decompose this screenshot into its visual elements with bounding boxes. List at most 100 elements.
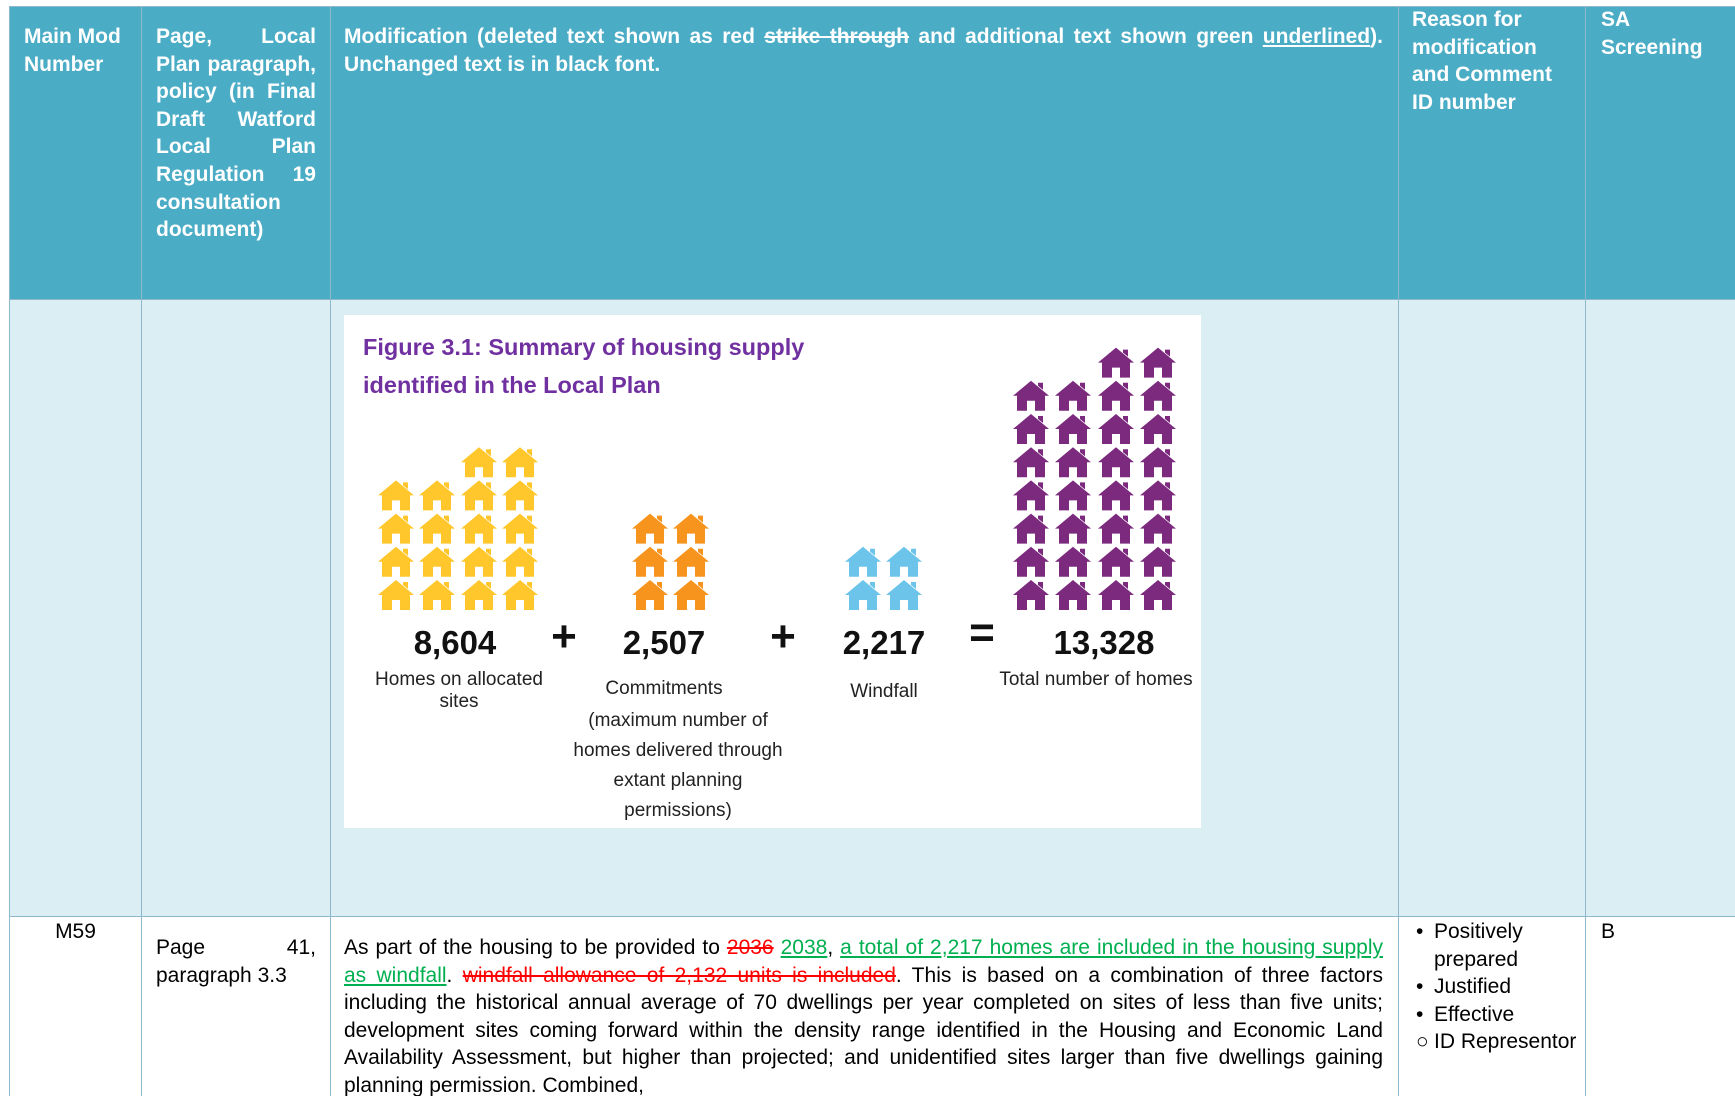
header-text: Main Mod Number — [24, 25, 121, 76]
house-icon — [1013, 480, 1049, 511]
house-icon — [1140, 347, 1176, 378]
header-cell — [9, 6, 142, 300]
reason-item: ○ ID Representor — [1416, 1028, 1586, 1056]
header-text: Page, Local Plan paragraph, policy (in F… — [156, 25, 316, 242]
figure-number: 8,604 — [413, 624, 497, 661]
house-icon — [502, 447, 538, 478]
deleted-text: 2036 — [726, 936, 774, 959]
reason-text: Justified — [1434, 975, 1512, 999]
text-run: , — [827, 936, 841, 959]
house-icon — [502, 546, 538, 577]
table-cell — [9, 299, 142, 917]
house-icon — [632, 580, 668, 610]
house-icon — [419, 480, 455, 511]
table-cell — [141, 299, 331, 917]
table-cell — [1398, 299, 1586, 917]
header-cell — [141, 6, 331, 300]
house-icon — [1098, 380, 1134, 411]
inserted-text: underlined — [1262, 25, 1371, 48]
house-icon — [502, 580, 538, 610]
bullet: ○ — [1416, 1030, 1429, 1054]
reason-item: • Positively prepared — [1416, 918, 1586, 973]
figure-number: 13,328 — [1053, 624, 1155, 661]
house-icon — [502, 513, 538, 544]
bullet: • — [1416, 1002, 1424, 1026]
figure-label: Windfall — [850, 681, 918, 702]
house-icon — [378, 513, 414, 544]
house-icon — [1055, 447, 1091, 478]
house-icon — [632, 546, 668, 577]
figure-operator: = — [969, 608, 995, 657]
figure-operator: + — [551, 612, 577, 661]
house-icon — [1013, 414, 1049, 444]
text-run: . This is based on a combination of thre… — [344, 963, 1383, 1096]
house-icon — [1013, 380, 1049, 411]
header-text: Modification (deleted text shown as red … — [344, 23, 1383, 78]
bullet: • — [1416, 975, 1424, 999]
house-icon — [1140, 480, 1176, 511]
house-icon — [1055, 414, 1091, 444]
header-text: SA Screening — [1601, 8, 1703, 59]
header-text: Reason for modification and Comment ID n… — [1412, 8, 1553, 114]
house-icon — [419, 546, 455, 577]
text-run: . — [446, 963, 463, 987]
header-cell — [1398, 6, 1586, 300]
house-icon — [1055, 546, 1091, 577]
house-icon — [673, 546, 709, 577]
figure-label: Homes on allocated sites — [375, 669, 543, 712]
reason-text: ID Representor — [1434, 1030, 1577, 1054]
house-icon — [1013, 447, 1049, 478]
figure-number: 2,507 — [622, 624, 706, 661]
house-icon — [1098, 546, 1134, 577]
house-icon — [1013, 546, 1049, 577]
house-icon — [461, 580, 497, 610]
inserted-text: 2038 — [780, 936, 828, 959]
house-icon — [886, 546, 922, 577]
house-icon — [1098, 414, 1134, 444]
figure-operator: + — [770, 612, 796, 661]
table-cell — [1585, 299, 1735, 917]
house-icon — [461, 447, 497, 478]
house-icon — [1140, 414, 1176, 444]
page-ref: Page 41, paragraph 3.3 — [156, 936, 316, 987]
house-icon — [419, 513, 455, 544]
house-icon — [378, 580, 414, 610]
house-icon — [419, 580, 455, 610]
figure-label: Commitments — [605, 678, 723, 699]
reason-text: Effective — [1434, 1002, 1515, 1026]
house-icon — [1140, 380, 1176, 411]
house-icon — [461, 513, 497, 544]
house-icon — [1013, 580, 1049, 610]
figure-number: 2,217 — [842, 624, 926, 661]
house-icon — [673, 580, 709, 610]
sa-screening: B — [1601, 920, 1616, 943]
text-run — [774, 936, 781, 959]
house-icon — [1055, 580, 1091, 610]
house-icon — [1140, 513, 1176, 544]
house-icon — [886, 580, 922, 610]
reason-text: Positively prepared — [1434, 920, 1523, 971]
mod-number: M59 — [55, 920, 96, 943]
text-run: Modification (deleted text shown as red — [344, 25, 765, 48]
house-icon — [1055, 513, 1091, 544]
header-cell — [1585, 6, 1735, 300]
house-icon — [1055, 380, 1091, 411]
house-icon — [632, 513, 668, 544]
house-icon — [1013, 513, 1049, 544]
deleted-text: windfall allowance of 2,132 units is inc… — [462, 963, 896, 987]
deleted-text: strike through — [764, 25, 910, 48]
house-icon — [461, 546, 497, 577]
text-run: As part of the housing to be provided to — [344, 936, 727, 959]
inserted-text: a total of 2,217 homes are included in t… — [344, 936, 1383, 987]
bullet: • — [1416, 920, 1424, 943]
table-cell — [1585, 916, 1735, 1096]
house-icon — [378, 546, 414, 577]
house-icon — [845, 546, 881, 577]
house-icon — [1098, 447, 1134, 478]
house-icon — [845, 580, 881, 610]
modification-text: As part of the housing to be provided to… — [344, 934, 1383, 1096]
house-icon — [1140, 447, 1176, 478]
house-icon — [1098, 580, 1134, 610]
figure-title: Figure 3.1: Summary of housing supply id… — [363, 334, 805, 398]
